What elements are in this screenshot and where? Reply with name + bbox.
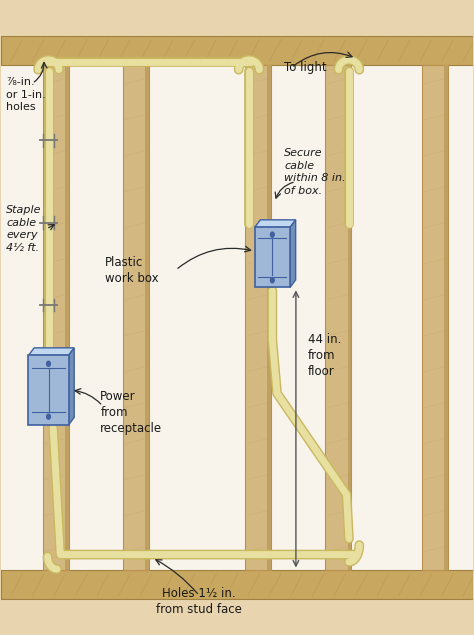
Text: Plastic
work box: Plastic work box [105,255,159,284]
Bar [347,65,351,570]
Bar [422,65,448,570]
Circle shape [46,414,50,419]
Text: To light: To light [284,61,327,74]
Bar [267,65,271,570]
Text: Staple
cable
every
4½ ft.: Staple cable every 4½ ft. [6,205,42,253]
Bar [28,356,69,425]
Polygon shape [28,348,74,356]
Circle shape [271,232,274,237]
Polygon shape [255,220,296,227]
Bar [65,65,69,570]
Bar [325,65,351,570]
Bar [145,65,149,570]
Polygon shape [69,348,74,425]
Text: 44 in.
from
floor: 44 in. from floor [308,333,341,378]
Bar [444,65,448,570]
Text: ⁷⁄₈-in.
or 1-in.
holes: ⁷⁄₈-in. or 1-in. holes [6,77,46,112]
Bar [245,65,271,570]
Text: Holes 1½ in.
from stud face: Holes 1½ in. from stud face [156,587,242,616]
Bar [1,65,473,570]
Bar [123,65,149,570]
Text: Power
from
receptacle: Power from receptacle [100,390,163,435]
Bar [43,65,69,570]
Bar [255,227,290,288]
Bar [1,570,473,599]
Bar [1,36,473,65]
Circle shape [46,361,50,366]
Circle shape [271,277,274,283]
Text: Secure
cable
within 8 in.
of box.: Secure cable within 8 in. of box. [284,149,346,196]
Polygon shape [290,220,296,288]
